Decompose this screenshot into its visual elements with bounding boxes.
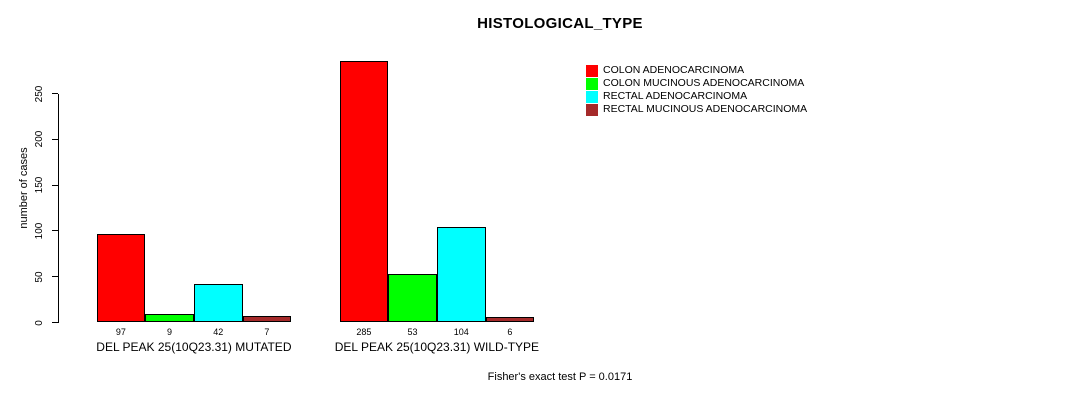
y-tick-mark (52, 230, 58, 232)
y-tick-mark (52, 276, 58, 278)
legend-item: COLON MUCINOUS ADENOCARCINOMA (586, 77, 807, 90)
legend-swatch-cyan (586, 90, 598, 103)
bar-rectal-adenocarcinoma-mutated (193, 284, 243, 323)
legend-label: RECTAL MUCINOUS ADENOCARCINOMA (603, 103, 808, 115)
statistical-test-annotation: Fisher's exact test P = 0.0171 (487, 371, 633, 383)
legend-swatch-red (586, 64, 598, 77)
chart-title: HISTOLOGICAL_TYPE (477, 15, 643, 32)
bar-colon-adenocarcinoma-mutated (96, 233, 146, 323)
bar-colon-mucinous-adenocarcinoma-mutated (145, 314, 194, 323)
bar-rectal-mucinous-adenocarcinoma-mutated (242, 316, 292, 323)
legend-item: RECTAL MUCINOUS ADENOCARCINOMA (586, 103, 807, 116)
bar-value-label: 97 (115, 327, 126, 337)
legend: COLON ADENOCARCINOMA COLON MUCINOUS ADEN… (586, 64, 807, 116)
bar-value-label: 53 (407, 327, 418, 337)
legend-label: COLON ADENOCARCINOMA (603, 64, 745, 76)
bar-value-label: 9 (167, 327, 173, 337)
bar-colon-adenocarcinoma-wild-type (339, 61, 389, 323)
y-tick-label: 0 (34, 319, 45, 326)
legend-swatch-green (586, 77, 598, 90)
y-tick-mark (52, 322, 58, 323)
bar-rectal-adenocarcinoma-wild-type (436, 227, 486, 323)
legend-label: RECTAL ADENOCARCINOMA (603, 90, 748, 102)
y-tick-mark (52, 93, 58, 94)
bar-value-label: 6 (507, 327, 513, 337)
bar-value-label: 104 (453, 327, 469, 337)
y-tick-label: 50 (34, 271, 45, 283)
y-tick-label: 100 (34, 222, 45, 240)
bar-value-label: 285 (356, 327, 372, 337)
bar-value-label: 42 (213, 327, 224, 337)
legend-label: COLON MUCINOUS ADENOCARCINOMA (603, 77, 805, 89)
legend-item: COLON ADENOCARCINOMA (586, 64, 807, 77)
bar-value-label: 7 (264, 327, 270, 337)
bar-rectal-mucinous-adenocarcinoma-wild-type (485, 317, 535, 323)
y-axis-title: number of cases (18, 147, 30, 229)
legend-swatch-brown (586, 103, 598, 116)
x-group-label-wild-type: DEL PEAK 25(10Q23.31) WILD-TYPE (334, 340, 540, 354)
x-group-label-mutated: DEL PEAK 25(10Q23.31) MUTATED (96, 340, 292, 354)
y-tick-mark (52, 184, 58, 186)
y-tick-label: 250 (34, 85, 45, 102)
y-tick-mark (52, 138, 58, 140)
y-axis-line (58, 93, 59, 323)
legend-item: RECTAL ADENOCARCINOMA (586, 90, 807, 103)
bar-colon-mucinous-adenocarcinoma-wild-type (388, 273, 437, 323)
y-tick-label: 150 (34, 176, 45, 194)
y-tick-label: 200 (34, 130, 45, 148)
